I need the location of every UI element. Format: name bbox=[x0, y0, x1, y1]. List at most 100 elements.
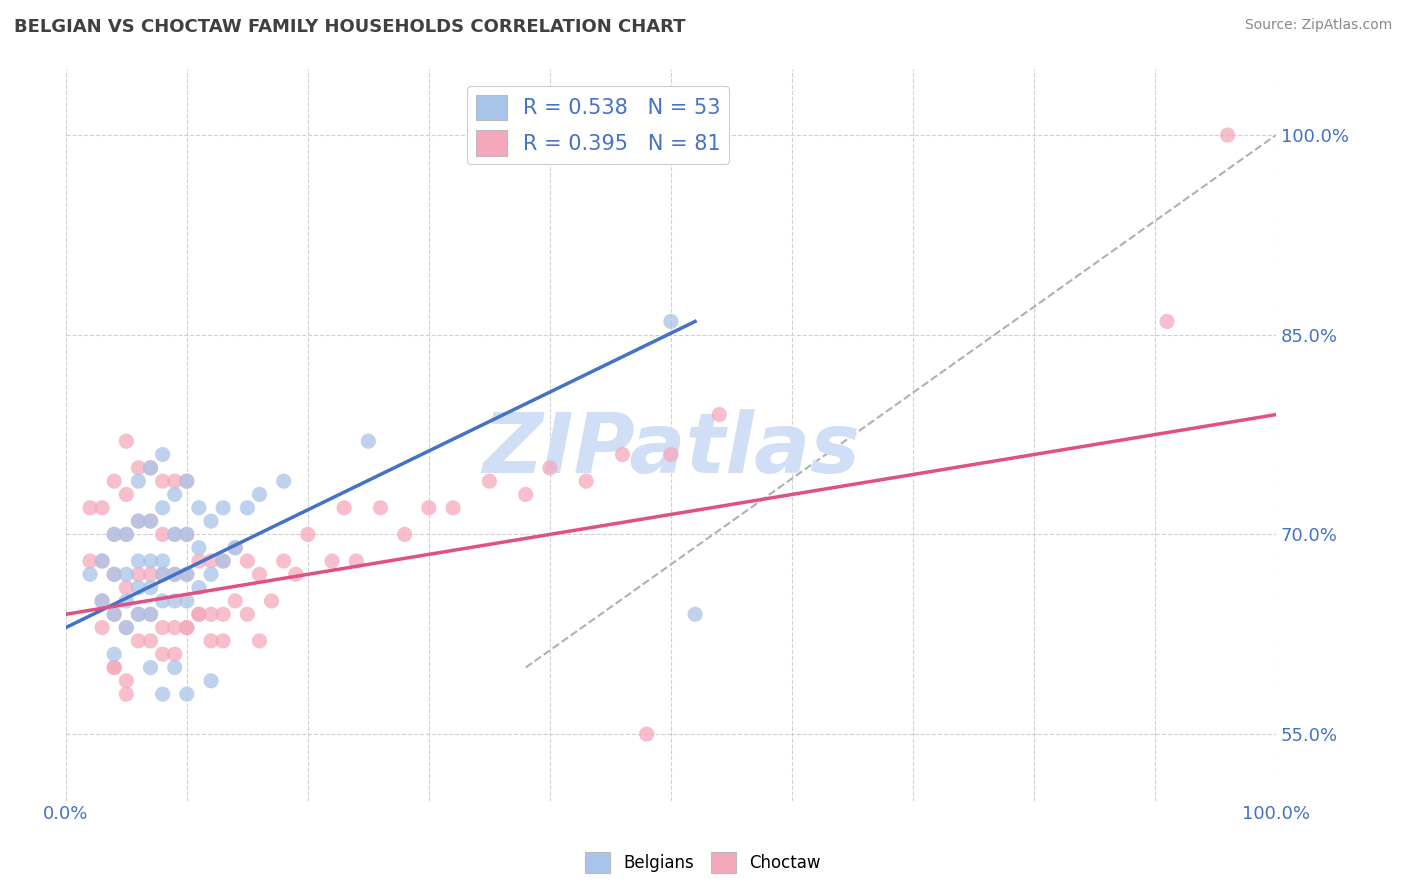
Point bbox=[212, 633, 235, 648]
Point bbox=[103, 527, 125, 541]
Point bbox=[163, 594, 186, 608]
Point bbox=[260, 594, 283, 608]
Point bbox=[139, 460, 162, 475]
Point bbox=[127, 607, 149, 622]
Point bbox=[538, 460, 561, 475]
Point bbox=[659, 314, 682, 328]
Point bbox=[1216, 128, 1239, 142]
Legend: Belgians, Choctaw: Belgians, Choctaw bbox=[578, 846, 828, 880]
Point bbox=[139, 633, 162, 648]
Point bbox=[115, 673, 138, 688]
Point bbox=[200, 607, 222, 622]
Point bbox=[200, 514, 222, 528]
Point bbox=[224, 541, 246, 555]
Point bbox=[659, 448, 682, 462]
Point bbox=[103, 647, 125, 661]
Point bbox=[152, 567, 174, 582]
Point bbox=[115, 621, 138, 635]
Point bbox=[236, 500, 259, 515]
Point bbox=[115, 687, 138, 701]
Point bbox=[478, 474, 501, 488]
Point bbox=[709, 408, 731, 422]
Point bbox=[103, 660, 125, 674]
Point bbox=[344, 554, 367, 568]
Point bbox=[115, 527, 138, 541]
Point bbox=[139, 581, 162, 595]
Point bbox=[127, 474, 149, 488]
Point bbox=[187, 500, 209, 515]
Text: Source: ZipAtlas.com: Source: ZipAtlas.com bbox=[1244, 18, 1392, 32]
Point bbox=[91, 833, 114, 847]
Point bbox=[152, 567, 174, 582]
Point bbox=[441, 500, 464, 515]
Point bbox=[515, 487, 537, 501]
Point bbox=[139, 514, 162, 528]
Point bbox=[187, 607, 209, 622]
Point bbox=[103, 474, 125, 488]
Point bbox=[127, 567, 149, 582]
Point bbox=[139, 567, 162, 582]
Point bbox=[200, 554, 222, 568]
Point bbox=[394, 527, 416, 541]
Text: ZIPatlas: ZIPatlas bbox=[482, 409, 860, 490]
Point bbox=[284, 567, 307, 582]
Point bbox=[103, 567, 125, 582]
Point bbox=[127, 514, 149, 528]
Point bbox=[103, 607, 125, 622]
Point bbox=[127, 460, 149, 475]
Point bbox=[212, 500, 235, 515]
Point bbox=[176, 621, 198, 635]
Point bbox=[152, 448, 174, 462]
Point bbox=[91, 500, 114, 515]
Point bbox=[115, 594, 138, 608]
Point bbox=[224, 594, 246, 608]
Point bbox=[152, 621, 174, 635]
Point bbox=[91, 554, 114, 568]
Point bbox=[176, 621, 198, 635]
Point bbox=[249, 633, 271, 648]
Point bbox=[127, 581, 149, 595]
Point bbox=[163, 474, 186, 488]
Point bbox=[236, 607, 259, 622]
Point bbox=[91, 594, 114, 608]
Point bbox=[187, 607, 209, 622]
Point bbox=[212, 554, 235, 568]
Point bbox=[103, 660, 125, 674]
Point bbox=[152, 500, 174, 515]
Point bbox=[103, 567, 125, 582]
Point bbox=[176, 687, 198, 701]
Point bbox=[139, 607, 162, 622]
Point bbox=[163, 567, 186, 582]
Point bbox=[187, 554, 209, 568]
Point bbox=[115, 567, 138, 582]
Point bbox=[176, 594, 198, 608]
Point bbox=[575, 474, 598, 488]
Point bbox=[187, 541, 209, 555]
Point bbox=[333, 500, 356, 515]
Point bbox=[139, 660, 162, 674]
Point bbox=[127, 607, 149, 622]
Point bbox=[91, 554, 114, 568]
Point bbox=[79, 567, 101, 582]
Point bbox=[152, 594, 174, 608]
Point bbox=[176, 474, 198, 488]
Point bbox=[418, 500, 440, 515]
Legend: R = 0.538   N = 53, R = 0.395   N = 81: R = 0.538 N = 53, R = 0.395 N = 81 bbox=[467, 87, 730, 164]
Point bbox=[249, 567, 271, 582]
Point bbox=[152, 687, 174, 701]
Point bbox=[273, 474, 295, 488]
Point bbox=[683, 607, 706, 622]
Point bbox=[200, 633, 222, 648]
Point bbox=[79, 500, 101, 515]
Point bbox=[152, 474, 174, 488]
Text: BELGIAN VS CHOCTAW FAMILY HOUSEHOLDS CORRELATION CHART: BELGIAN VS CHOCTAW FAMILY HOUSEHOLDS COR… bbox=[14, 18, 686, 36]
Point bbox=[127, 554, 149, 568]
Point bbox=[1156, 314, 1178, 328]
Point bbox=[152, 554, 174, 568]
Point bbox=[357, 434, 380, 449]
Point bbox=[115, 487, 138, 501]
Point bbox=[127, 514, 149, 528]
Point bbox=[176, 567, 198, 582]
Point bbox=[176, 527, 198, 541]
Point bbox=[115, 621, 138, 635]
